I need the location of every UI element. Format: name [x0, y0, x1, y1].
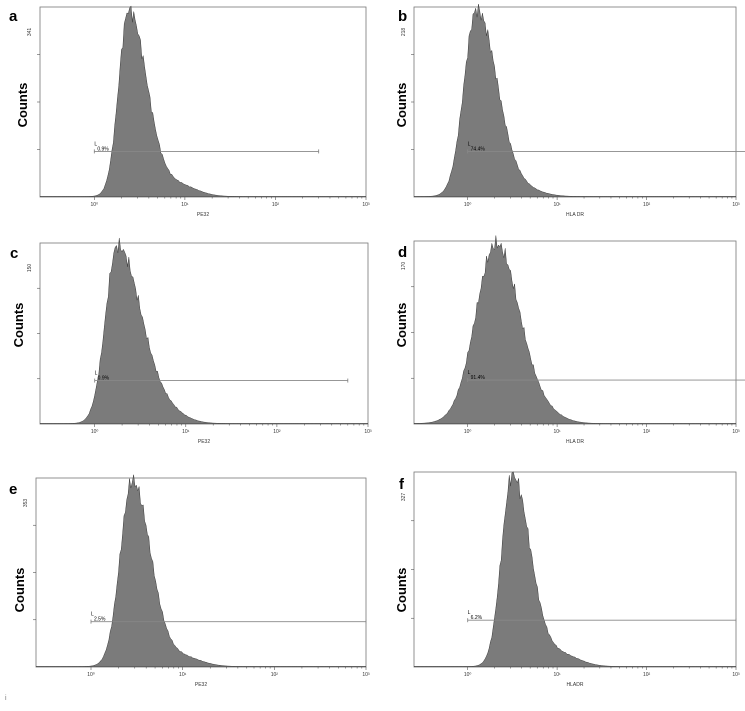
corner-mark: i [5, 695, 7, 702]
gate-letter: L [94, 141, 97, 147]
x-tick-label: 10¹ [553, 429, 561, 435]
panel-b: L74.4% 10⁰ 10¹ 10² 10³ HLA DR 218 Counts b [394, 4, 745, 218]
gate-percent: 0.9% [98, 376, 110, 382]
x-axis-label: HLA DR [566, 439, 584, 445]
y-max-label: 170 [401, 262, 407, 271]
gate-letter: L [468, 141, 471, 147]
plot-frame [35, 477, 367, 668]
histogram-area [413, 235, 736, 424]
x-tick-label: 10¹ [179, 672, 187, 678]
panel-letter: e [9, 481, 17, 498]
y-axis-label: Counts [11, 303, 26, 348]
x-tick-label: 10² [271, 672, 279, 678]
x-tick-label: 10⁰ [464, 672, 472, 678]
gate-letter: L [468, 370, 471, 376]
x-axis-label: PE32 [198, 439, 210, 445]
x-axis-label: HLADR [567, 682, 584, 688]
x-tick-label: 10⁰ [91, 429, 99, 435]
panel-d: L91.4% 10⁰ 10¹ 10² 10³ HLA DR 170 Counts d [394, 235, 745, 445]
panel-f: L6.2% 10⁰ 10¹ 10² 10³ HLADR 327 Counts f [394, 471, 740, 688]
x-tick-label: 10³ [364, 429, 372, 435]
panel-letter: a [9, 8, 18, 25]
y-axis-label: Counts [394, 303, 409, 348]
panel-letter: f [399, 476, 405, 493]
panel-c: L0.9% 10⁰ 10¹ 10² 10³ PE32 150 Counts c [10, 237, 372, 445]
x-tick-label: 10³ [732, 429, 740, 435]
plot-frame [39, 6, 367, 198]
panel-letter: b [398, 8, 407, 25]
y-max-label: 341 [27, 28, 33, 37]
gate-letter: L [468, 610, 471, 616]
x-axis-label: PE32 [195, 682, 207, 688]
x-tick-label: 10³ [732, 202, 740, 208]
x-tick-label: 10¹ [553, 202, 561, 208]
y-axis-label: Counts [394, 568, 409, 613]
panel-letter: c [10, 245, 18, 262]
plot-frame [413, 471, 737, 668]
x-tick-label: 10⁰ [464, 429, 472, 435]
histogram-area [414, 471, 736, 667]
y-max-label: 218 [401, 28, 407, 37]
x-tick-label: 10² [643, 429, 651, 435]
x-tick-label: 10¹ [553, 672, 561, 678]
y-axis-label: Counts [394, 83, 409, 128]
plot-frame [39, 242, 369, 425]
gate-percent: 91.4% [471, 375, 486, 381]
x-tick-label: 10⁰ [87, 672, 95, 678]
gate-letter: L [95, 371, 98, 377]
x-axis-label: HLA DR [566, 212, 584, 218]
x-tick-label: 10² [273, 429, 281, 435]
x-axis-label: PE32 [197, 212, 209, 218]
histogram-area [36, 474, 366, 667]
panel-e: L2.5% 10⁰ 10¹ 10² 10³ PE32 353 Counts e [9, 474, 370, 688]
gate-percent: 6.2% [471, 615, 483, 621]
histogram-area [40, 237, 368, 424]
histogram-area [40, 5, 366, 197]
x-tick-label: 10³ [362, 672, 370, 678]
x-tick-label: 10¹ [181, 202, 189, 208]
gate-percent: 2.5% [94, 617, 106, 623]
x-tick-label: 10² [272, 202, 280, 208]
histogram-area [414, 4, 736, 197]
x-tick-label: 10⁰ [464, 202, 472, 208]
y-axis-label: Counts [15, 83, 30, 128]
x-tick-label: 10¹ [182, 429, 190, 435]
y-max-label: 150 [27, 264, 33, 273]
y-max-label: 353 [23, 499, 29, 508]
gate-percent: 74.4% [471, 146, 486, 152]
panel-a: L0.9% 10⁰ 10¹ 10² 10³ PE32 341 Counts a [9, 5, 370, 218]
panel-letter: d [398, 244, 407, 261]
y-axis-label: Counts [12, 568, 27, 613]
gate-percent: 0.9% [97, 146, 109, 152]
x-tick-label: 10³ [732, 672, 740, 678]
x-tick-label: 10⁰ [91, 202, 99, 208]
gate-letter: L [91, 612, 94, 618]
y-max-label: 327 [401, 493, 407, 502]
x-tick-label: 10² [643, 672, 651, 678]
x-tick-label: 10³ [362, 202, 370, 208]
x-tick-label: 10² [643, 202, 651, 208]
